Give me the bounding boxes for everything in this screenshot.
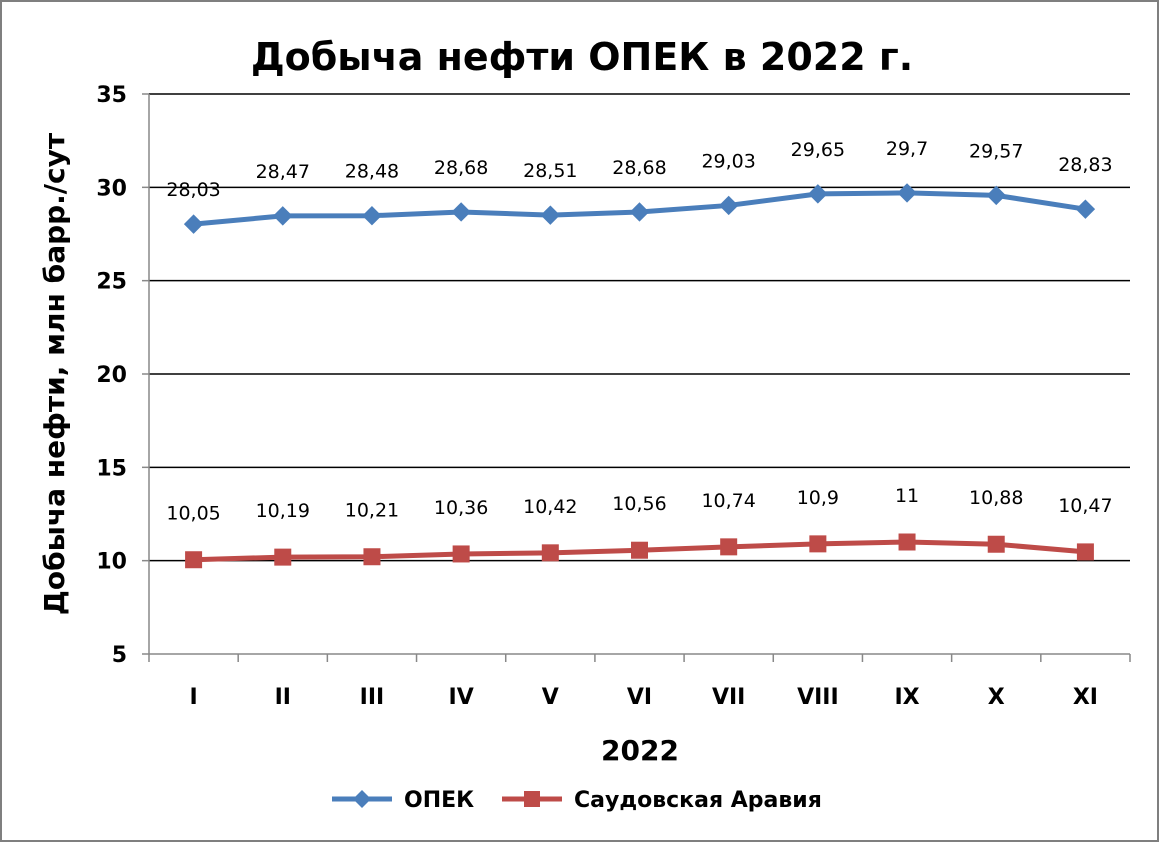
data-point-diamond bbox=[897, 183, 917, 203]
legend-label: ОПЕК bbox=[404, 788, 474, 813]
data-point-square bbox=[363, 548, 381, 566]
data-label: 28,51 bbox=[523, 160, 577, 182]
data-label: 29,65 bbox=[791, 139, 845, 161]
data-label: 28,48 bbox=[345, 161, 399, 183]
chart-title: Добыча нефти ОПЕК в 2022 г. bbox=[251, 35, 913, 79]
x-tick-label: IX bbox=[894, 685, 919, 710]
data-label: 10,42 bbox=[523, 496, 577, 518]
x-tick-label: III bbox=[360, 685, 385, 710]
x-tick-label: VI bbox=[627, 685, 652, 710]
data-point-square bbox=[898, 533, 916, 551]
data-label: 10,9 bbox=[797, 487, 839, 509]
legend-marker-diamond bbox=[353, 790, 371, 808]
data-point-diamond bbox=[718, 195, 739, 216]
x-tick-label: XI bbox=[1073, 685, 1098, 710]
y-tick-label: 10 bbox=[96, 550, 127, 575]
data-point-square bbox=[809, 535, 827, 553]
data-label: 28,68 bbox=[612, 157, 666, 179]
data-point-diamond bbox=[273, 206, 293, 226]
data-label: 10,05 bbox=[166, 503, 220, 525]
data-point-diamond bbox=[1075, 199, 1096, 219]
data-point-square bbox=[541, 544, 559, 562]
y-tick-label: 30 bbox=[96, 176, 127, 201]
data-point-square bbox=[185, 551, 203, 569]
data-point-diamond bbox=[808, 184, 828, 204]
x-tick-label: X bbox=[988, 685, 1005, 710]
data-label: 10,47 bbox=[1058, 495, 1112, 517]
data-point-square bbox=[1076, 543, 1094, 561]
y-tick-label: 5 bbox=[112, 643, 127, 668]
data-point-diamond bbox=[183, 214, 204, 234]
x-axis-title: 2022 bbox=[601, 734, 679, 767]
data-label: 10,56 bbox=[612, 493, 666, 515]
data-label: 10,88 bbox=[969, 487, 1023, 509]
data-label: 10,19 bbox=[256, 500, 310, 522]
x-tick-label: VII bbox=[712, 685, 745, 710]
legend-label: Саудовская Аравия bbox=[574, 788, 822, 813]
data-label: 29,57 bbox=[969, 140, 1023, 162]
data-label: 10,36 bbox=[434, 497, 488, 519]
legend-marker-square bbox=[524, 791, 540, 807]
data-label: 11 bbox=[895, 485, 919, 507]
data-point-square bbox=[452, 545, 470, 563]
y-axis-title: Добыча нефти, млн барр./сут bbox=[38, 132, 71, 615]
data-label: 10,21 bbox=[345, 500, 399, 522]
x-tick-labels: I II III IV V VI VII VIII IX X XI bbox=[189, 685, 1097, 710]
y-tick-label: 20 bbox=[96, 363, 127, 388]
x-tick-label: I bbox=[189, 685, 197, 710]
data-label: 28,68 bbox=[434, 157, 488, 179]
data-point-diamond bbox=[629, 202, 650, 222]
data-point-square bbox=[274, 548, 292, 566]
data-point-diamond bbox=[540, 205, 561, 225]
data-point-square bbox=[720, 538, 738, 556]
data-label: 28,03 bbox=[166, 179, 220, 201]
data-point-diamond bbox=[451, 202, 471, 222]
x-tick-label: IV bbox=[449, 685, 474, 710]
data-point-square bbox=[987, 535, 1005, 553]
legend: ОПЕК Саудовская Аравия bbox=[332, 788, 822, 813]
series-group: 28,03 28,47 28,48 28,68 28,51 28,68 29,03 29,65… bbox=[166, 138, 1113, 569]
data-label: 28,47 bbox=[256, 161, 310, 183]
gridlines bbox=[149, 93, 1130, 562]
data-label: 28,83 bbox=[1058, 154, 1112, 176]
data-label: 29,7 bbox=[886, 138, 928, 160]
data-point-diamond bbox=[362, 205, 382, 226]
x-tick-label: VIII bbox=[797, 685, 839, 710]
data-point-diamond bbox=[986, 185, 1006, 206]
x-tick-label: V bbox=[542, 685, 559, 710]
x-tick-label: II bbox=[275, 685, 291, 710]
y-tick-label: 35 bbox=[96, 83, 127, 108]
data-point-square bbox=[631, 541, 648, 559]
y-tick-label: 15 bbox=[96, 456, 127, 481]
y-tick-labels: 5 10 15 20 25 30 35 bbox=[96, 83, 127, 668]
axes bbox=[142, 93, 1131, 662]
data-label: 10,74 bbox=[701, 490, 755, 512]
y-tick-label: 25 bbox=[96, 270, 127, 295]
data-label: 29,03 bbox=[701, 150, 755, 172]
